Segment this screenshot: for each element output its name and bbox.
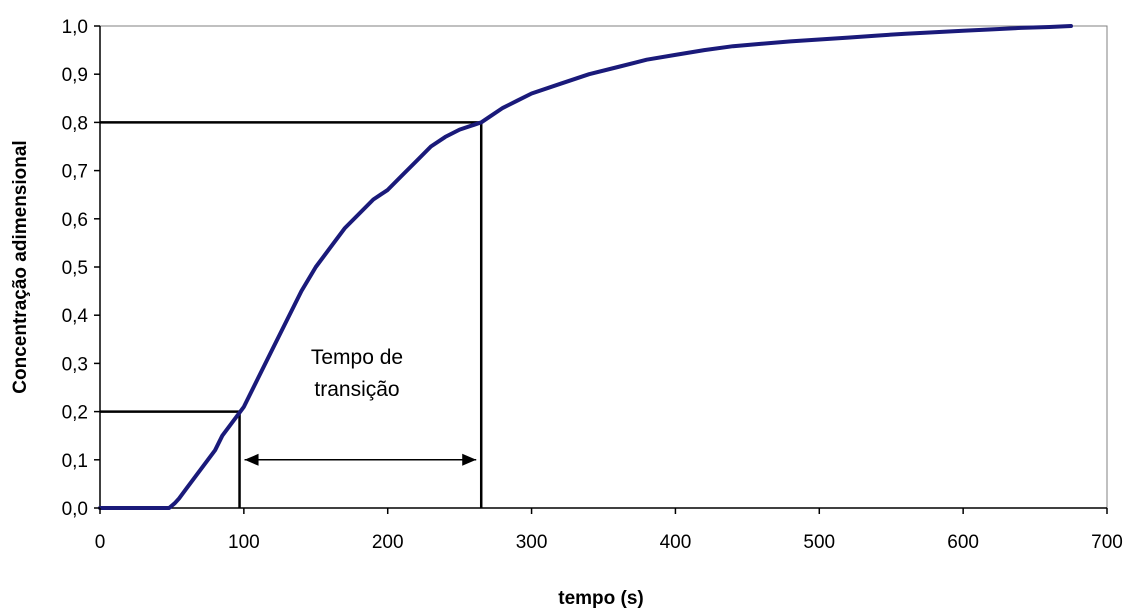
arrow-head-left bbox=[244, 453, 259, 466]
x-tick-label: 700 bbox=[1091, 532, 1123, 553]
y-tick-label: 0,3 bbox=[62, 354, 88, 375]
series-layer bbox=[98, 24, 1073, 510]
y-tick-label: 0,0 bbox=[62, 499, 88, 520]
y-tick-label: 0,5 bbox=[62, 258, 88, 279]
ticks-layer: 0 100 200 300 400 500 600 700 0,0 0,1 0,2 0,3 0,4 0,5… bbox=[62, 17, 1123, 553]
plot-area-border bbox=[99, 25, 1108, 509]
y-tick-label: 1,0 bbox=[62, 17, 88, 38]
y-tick-label: 0,7 bbox=[62, 162, 88, 183]
y-axis-title: Concentração adimensional bbox=[10, 140, 31, 393]
annotation-text-line1: Tempo de bbox=[311, 346, 403, 369]
x-tick-label: 600 bbox=[947, 532, 979, 553]
y-tick-label: 0,9 bbox=[62, 65, 88, 86]
plot-frame bbox=[99, 25, 1108, 509]
y-tick-label: 0,1 bbox=[62, 451, 88, 472]
y-tick-label: 0,8 bbox=[62, 113, 88, 134]
x-tick-label: 400 bbox=[660, 532, 692, 553]
x-tick-label: 500 bbox=[803, 532, 835, 553]
reference-lines bbox=[100, 121, 483, 508]
annotation-layer: Tempo de transição bbox=[244, 346, 477, 466]
x-tick-label: 0 bbox=[95, 532, 106, 553]
y-tick-label: 0,2 bbox=[62, 403, 88, 424]
x-tick-label: 100 bbox=[228, 532, 260, 553]
annotation-text-line2: transição bbox=[314, 378, 399, 401]
y-tick-label: 0,4 bbox=[62, 306, 89, 327]
x-tick-label: 200 bbox=[372, 532, 404, 553]
y-tick-label: 0,6 bbox=[62, 210, 88, 231]
x-tick-label: 300 bbox=[516, 532, 548, 553]
series-line bbox=[98, 24, 1073, 510]
arrow-head-right bbox=[462, 453, 477, 466]
x-axis-title: tempo (s) bbox=[558, 588, 644, 609]
